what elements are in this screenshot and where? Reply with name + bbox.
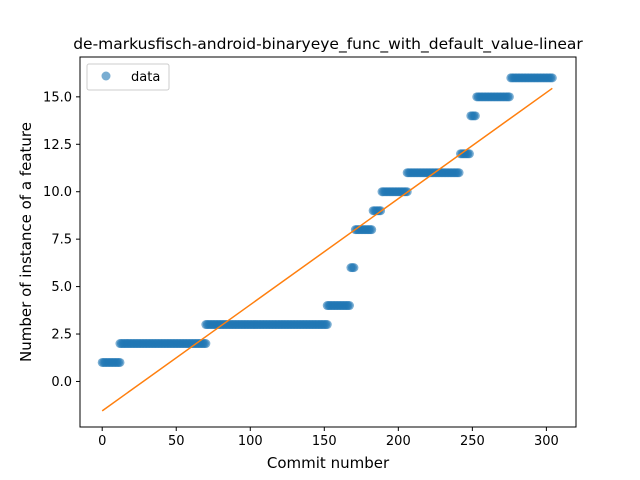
data-point	[367, 225, 377, 235]
y-tick-label: 12.5	[43, 138, 72, 153]
y-tick-label: 10.0	[43, 185, 72, 200]
x-tick-label: 250	[460, 434, 485, 449]
data-point	[344, 301, 354, 311]
x-axis-title: Commit number	[267, 454, 390, 472]
x-tick-label: 0	[98, 434, 106, 449]
x-tick-label: 200	[386, 434, 411, 449]
x-tick-label: 300	[534, 434, 559, 449]
legend: data	[86, 63, 170, 91]
data-point	[349, 263, 359, 273]
data-point	[470, 111, 480, 121]
data-point	[454, 168, 464, 178]
legend-marker-data	[101, 71, 111, 81]
x-tick-label: 150	[312, 434, 337, 449]
data-points	[97, 73, 557, 367]
data-point	[504, 92, 514, 102]
data-point	[322, 320, 332, 330]
y-axis: 0.0 2.5 5.0 7.5 10.0 12.5 15.0	[43, 90, 80, 390]
fit-line-segment	[101, 87, 553, 412]
data-point	[547, 73, 557, 83]
legend-label-data: data	[131, 70, 160, 85]
legend-box	[86, 63, 170, 91]
chart-title: de-markusfisch-android-binaryeye_func_wi…	[73, 35, 583, 54]
x-axis: 0 50 100 150 200 250 300	[98, 427, 559, 449]
data-point	[201, 339, 211, 349]
x-tick-label: 100	[238, 434, 263, 449]
y-axis-title: Number of instance of a feature	[17, 122, 35, 362]
fit-line	[101, 87, 553, 412]
y-tick-label: 7.5	[51, 233, 72, 248]
plot-area-frame	[79, 56, 577, 428]
y-tick-label: 5.0	[51, 280, 72, 295]
y-tick-label: 2.5	[51, 328, 72, 343]
x-tick-label: 50	[168, 434, 185, 449]
data-point	[115, 357, 125, 367]
y-tick-label: 0.0	[51, 375, 72, 390]
data-point	[464, 149, 474, 159]
y-tick-label: 15.0	[43, 90, 72, 105]
